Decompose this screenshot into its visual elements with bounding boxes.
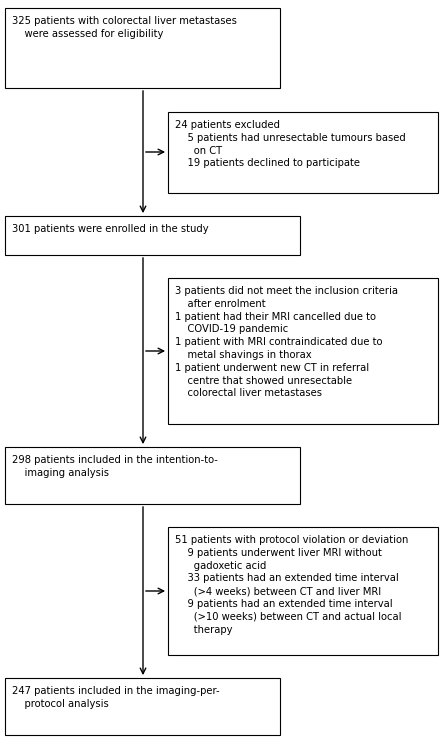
Text: 3 patients did not meet the inclusion criteria
    after enrolment
1 patient had: 3 patients did not meet the inclusion cr… xyxy=(175,286,398,398)
Text: 51 patients with protocol violation or deviation
    9 patients underwent liver : 51 patients with protocol violation or d… xyxy=(175,535,409,635)
Bar xyxy=(168,527,438,655)
Text: 325 patients with colorectal liver metastases
    were assessed for eligibility: 325 patients with colorectal liver metas… xyxy=(12,16,237,39)
Bar xyxy=(5,447,300,504)
Text: 24 patients excluded
    5 patients had unresectable tumours based
      on CT
 : 24 patients excluded 5 patients had unre… xyxy=(175,120,406,168)
Bar xyxy=(5,8,280,88)
Text: 298 patients included in the intention-to-
    imaging analysis: 298 patients included in the intention-t… xyxy=(12,455,218,478)
Bar xyxy=(5,216,300,255)
Text: 247 patients included in the imaging-per-
    protocol analysis: 247 patients included in the imaging-per… xyxy=(12,686,220,709)
Bar xyxy=(168,112,438,193)
Bar xyxy=(5,678,280,735)
Text: 301 patients were enrolled in the study: 301 patients were enrolled in the study xyxy=(12,224,209,234)
Bar xyxy=(168,278,438,424)
